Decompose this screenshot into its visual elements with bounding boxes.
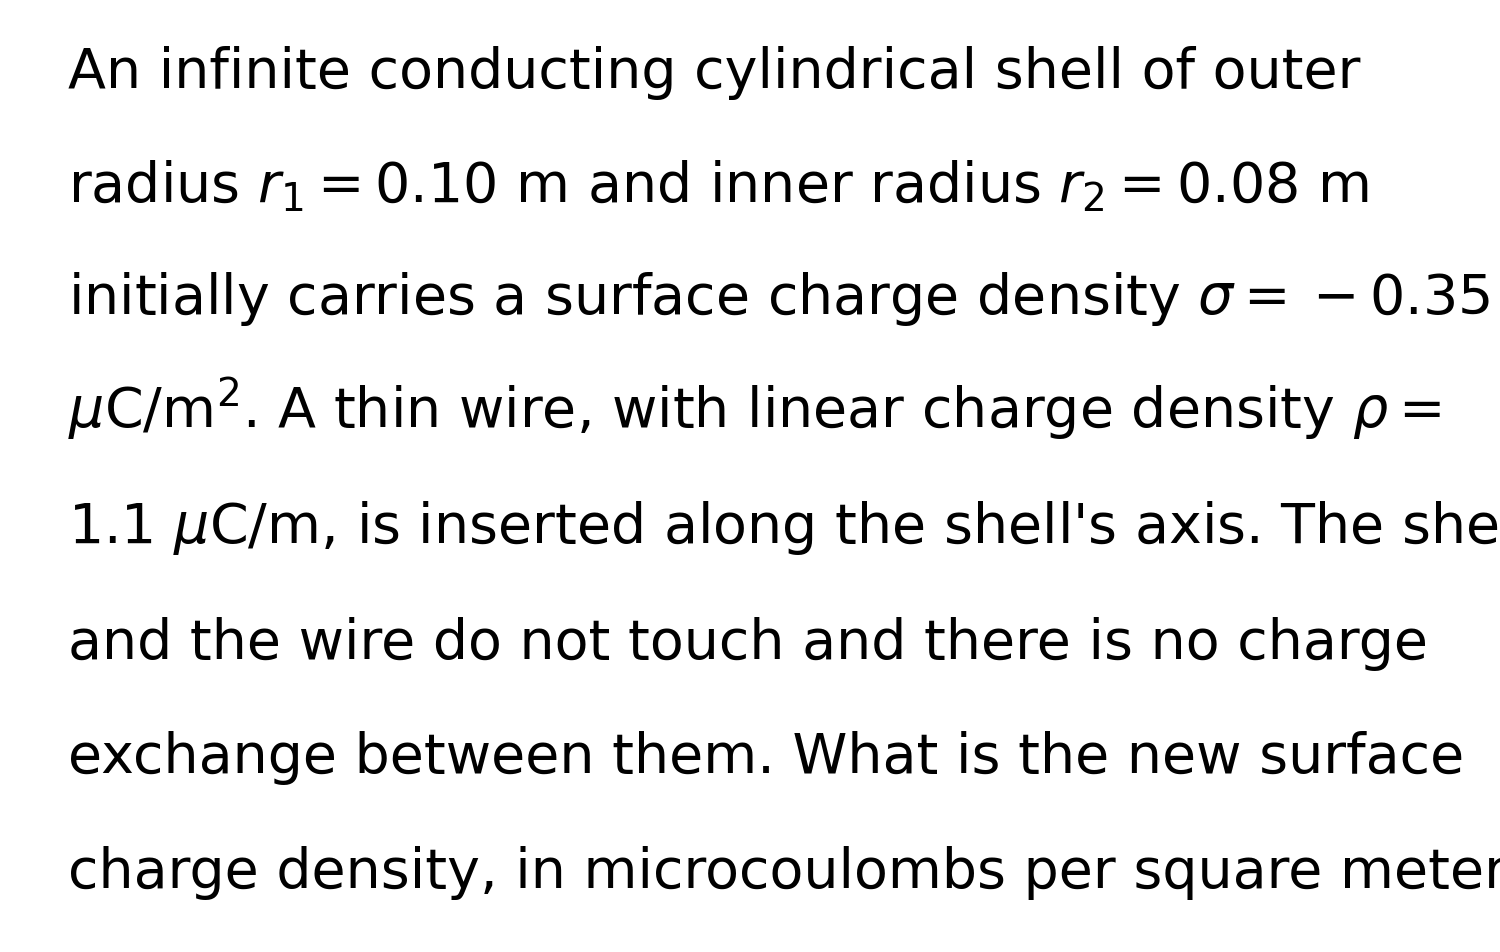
Text: radius $r_1 = 0.10$ m and inner radius $r_2 = 0.08$ m: radius $r_1 = 0.10$ m and inner radius $… (68, 160, 1368, 214)
Text: An infinite conducting cylindrical shell of outer: An infinite conducting cylindrical shell… (68, 46, 1360, 100)
Text: exchange between them. What is the new surface: exchange between them. What is the new s… (68, 731, 1464, 785)
Text: 1.1 $\mu$C/m, is inserted along the shell's axis. The shell: 1.1 $\mu$C/m, is inserted along the shel… (68, 499, 1500, 557)
Text: initially carries a surface charge density $\sigma = -0.35$: initially carries a surface charge densi… (68, 270, 1490, 328)
Text: $\mu$C/m$^2$. A thin wire, with linear charge density $\rho =$: $\mu$C/m$^2$. A thin wire, with linear c… (68, 375, 1440, 443)
Text: charge density, in microcoulombs per square meter,: charge density, in microcoulombs per squ… (68, 845, 1500, 900)
Text: and the wire do not touch and there is no charge: and the wire do not touch and there is n… (68, 617, 1428, 671)
